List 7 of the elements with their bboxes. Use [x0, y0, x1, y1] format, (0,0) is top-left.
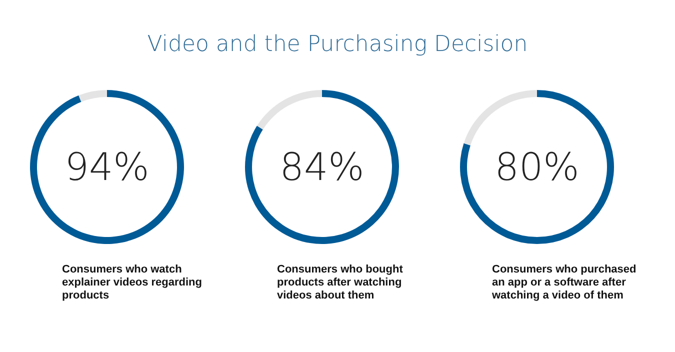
slice-label: Consumers who watch explainer videos regarding products: [62, 264, 206, 302]
slice-label: Consumers who purchased an app or a software after watching a video of them: [491, 264, 640, 302]
data-label: 94%: [64, 145, 150, 189]
data-label: 84%: [280, 145, 364, 189]
slice-label: Consumers who bought products after watching videos about them: [277, 264, 406, 302]
text: Video and the Purchasing Decision: [146, 32, 529, 57]
data-label: 80%: [494, 145, 580, 189]
